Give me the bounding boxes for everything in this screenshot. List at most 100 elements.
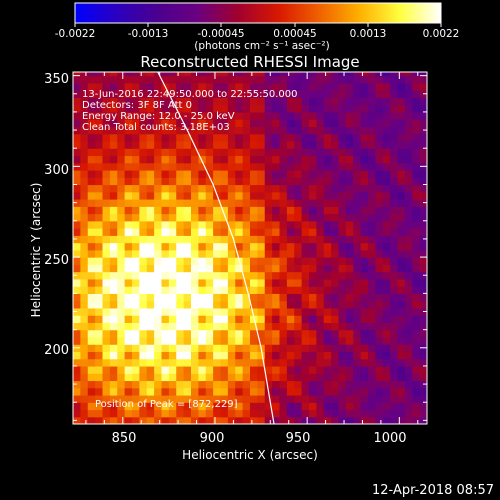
heatmap-cell <box>235 315 244 323</box>
heatmap-cell <box>331 133 340 142</box>
heatmap-cell <box>124 184 133 193</box>
heatmap-cell <box>168 75 177 84</box>
heatmap-cell <box>353 329 362 338</box>
heatmap-cell <box>264 322 273 331</box>
heatmap-cell <box>353 75 362 84</box>
heatmap-cell <box>272 380 281 389</box>
heatmap-cell <box>368 373 376 382</box>
heatmap-cell <box>309 206 317 215</box>
heatmap-cell <box>279 177 288 186</box>
heatmap-cell <box>132 416 140 424</box>
heatmap-cell <box>286 365 295 374</box>
heatmap-cell <box>242 373 251 382</box>
heatmap-cell <box>345 257 354 265</box>
heatmap-cell <box>375 228 384 236</box>
heatmap-cell <box>309 126 317 135</box>
heatmap-cell <box>102 351 111 360</box>
heatmap-cell <box>382 119 391 128</box>
heatmap-cell <box>205 72 214 77</box>
heatmap-cell <box>213 235 222 244</box>
heatmap-cell <box>161 111 170 120</box>
heatmap-cell <box>338 373 347 382</box>
heatmap-cell <box>235 402 244 411</box>
heatmap-cell <box>316 307 325 316</box>
heatmap-cell <box>205 177 214 186</box>
heatmap-cell <box>368 402 376 411</box>
heatmap-cell <box>250 249 258 258</box>
heatmap-cell <box>183 322 192 331</box>
heatmap-cell <box>139 97 148 106</box>
heatmap-cell <box>205 97 214 106</box>
heatmap-cell <box>390 278 399 287</box>
heatmap-cell <box>257 286 266 294</box>
heatmap-cell <box>264 126 273 135</box>
heatmap-cell <box>316 72 325 77</box>
heatmap-cell <box>124 82 133 91</box>
heatmap-cell <box>176 199 185 207</box>
heatmap-cell <box>198 169 207 178</box>
heatmap-cell <box>73 148 81 157</box>
heatmap-cell <box>183 300 192 309</box>
heatmap-cell <box>338 257 347 265</box>
heatmap-cell <box>102 271 111 280</box>
heatmap-cell <box>382 394 391 403</box>
heatmap-cell <box>161 402 170 411</box>
heatmap-cell <box>176 242 185 251</box>
heatmap-cell <box>412 155 421 164</box>
heatmap-cell <box>345 75 354 84</box>
heatmap-cell <box>264 220 273 229</box>
heatmap-cell <box>109 140 118 149</box>
heatmap-cell <box>279 322 288 331</box>
heatmap-cell <box>161 162 170 171</box>
heatmap-cell <box>309 307 317 316</box>
heatmap-cell <box>316 249 325 258</box>
heatmap-cell <box>279 228 288 236</box>
heatmap-cell <box>176 82 185 91</box>
heatmap-cell <box>404 220 413 229</box>
heatmap-cell <box>80 104 89 113</box>
heatmap-cell <box>109 365 118 374</box>
heatmap-cell <box>368 336 376 345</box>
heatmap-cell <box>213 293 222 302</box>
heatmap-cell <box>316 148 325 157</box>
heatmap-cell <box>124 242 133 251</box>
heatmap-cell <box>375 199 384 207</box>
heatmap-cell <box>345 242 354 251</box>
heatmap-cell <box>95 213 104 222</box>
heatmap-cell <box>419 155 427 164</box>
heatmap-cell <box>257 140 266 149</box>
heatmap-cell <box>161 257 170 265</box>
heatmap-cell <box>146 220 155 229</box>
heatmap-cell <box>397 365 406 374</box>
heatmap-cell <box>176 271 185 280</box>
heatmap-cell <box>95 184 104 193</box>
heatmap-cell <box>102 75 111 84</box>
heatmap-cell <box>146 387 155 396</box>
heatmap-cell <box>109 228 118 236</box>
heatmap-cell <box>235 336 244 345</box>
heatmap-cell <box>360 82 369 91</box>
heatmap-cell <box>235 155 244 164</box>
heatmap-cell <box>227 271 236 280</box>
heatmap-cell <box>139 126 148 135</box>
heatmap-cell <box>382 148 391 157</box>
heatmap-cell <box>191 300 199 309</box>
heatmap-cell <box>323 90 332 98</box>
heatmap-cell <box>331 300 340 309</box>
heatmap-cell <box>80 206 89 215</box>
heatmap-cell <box>146 300 155 309</box>
heatmap-cell <box>109 322 118 331</box>
heatmap-cell <box>272 90 281 98</box>
heatmap-cell <box>109 133 118 142</box>
heatmap-cell <box>419 72 427 77</box>
heatmap-cell <box>331 119 340 128</box>
heatmap-cell <box>168 329 177 338</box>
heatmap-cell <box>412 162 421 171</box>
heatmap-cell <box>80 140 89 149</box>
heatmap-cell <box>132 365 140 374</box>
heatmap-cell <box>250 387 258 396</box>
heatmap-cell <box>198 402 207 411</box>
heatmap-cell <box>117 358 126 367</box>
heatmap-cell <box>301 148 310 157</box>
heatmap-cell <box>353 344 362 353</box>
